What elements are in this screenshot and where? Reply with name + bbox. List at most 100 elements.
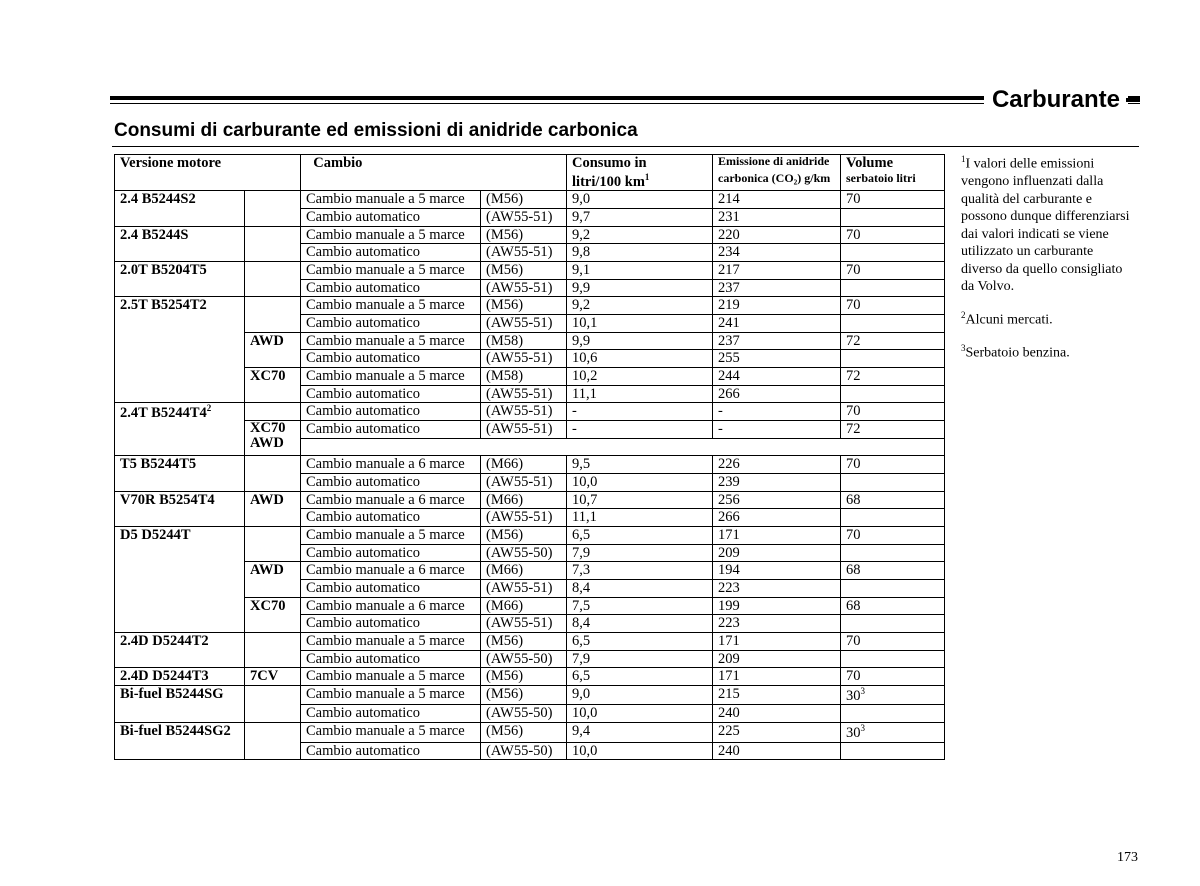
table-row: 2.4 B5244S2Cambio manuale a 5 marce(M56)… <box>115 191 945 209</box>
engine-cell: 2.0T B5204T5 <box>115 261 245 296</box>
engine-cell: D5 D5244T <box>115 526 245 632</box>
th-co2: Emissione di anidride <box>713 155 841 172</box>
co2-cell: - <box>713 420 841 438</box>
tank-cell: 70 <box>841 526 945 544</box>
blank-cell <box>301 438 945 456</box>
variant-cell <box>245 526 301 561</box>
tank-cell <box>841 650 945 668</box>
gearbox-cell: Cambio manuale a 5 marce <box>301 226 481 244</box>
gearbox-cell: Cambio automatico <box>301 742 481 760</box>
gearbox-code-cell: (M66) <box>481 597 567 615</box>
footnotes: 1I valori delle emissioni vengono influe… <box>961 154 1133 376</box>
gearbox-cell: Cambio manuale a 5 marce <box>301 367 481 385</box>
table-row: 2.4D D5244T37CVCambio manuale a 5 marce(… <box>115 668 945 686</box>
tank-cell <box>841 279 945 297</box>
gearbox-cell: Cambio automatico <box>301 279 481 297</box>
tank-cell: 72 <box>841 332 945 350</box>
variant-cell: 7CV <box>245 668 301 686</box>
gearbox-code-cell: (M56) <box>481 261 567 279</box>
variant-cell <box>245 723 301 760</box>
gearbox-code-cell: (M58) <box>481 332 567 350</box>
tank-cell: 303 <box>841 723 945 743</box>
content-row: Versione motore Cambio Consumo in Emissi… <box>114 154 1138 760</box>
engine-cell: Bi-fuel B5244SG <box>115 685 245 722</box>
engine-cell: 2.5T B5254T2 <box>115 297 245 403</box>
co2-cell: 237 <box>713 279 841 297</box>
variant-cell: XC70 <box>245 597 301 632</box>
gearbox-code-cell: (M66) <box>481 562 567 580</box>
gearbox-code-cell: (AW55-51) <box>481 615 567 633</box>
co2-cell: 239 <box>713 473 841 491</box>
co2-cell: 220 <box>713 226 841 244</box>
th-engine: Versione motore <box>115 155 301 172</box>
gearbox-cell: Cambio automatico <box>301 208 481 226</box>
tank-cell: 72 <box>841 367 945 385</box>
consumo-cell: 9,7 <box>567 208 713 226</box>
co2-cell: 199 <box>713 597 841 615</box>
consumo-cell: 10,1 <box>567 314 713 332</box>
table-row: V70R B5254T4AWDCambio manuale a 6 marce(… <box>115 491 945 509</box>
gearbox-code-cell: (AW55-51) <box>481 579 567 597</box>
engine-cell: V70R B5254T4 <box>115 491 245 526</box>
gearbox-code-cell: (AW55-51) <box>481 279 567 297</box>
tank-cell <box>841 385 945 403</box>
consumo-cell: 10,7 <box>567 491 713 509</box>
gearbox-cell: Cambio automatico <box>301 244 481 262</box>
gearbox-cell: Cambio automatico <box>301 350 481 368</box>
gearbox-code-cell: (AW55-50) <box>481 705 567 723</box>
tank-cell: 70 <box>841 632 945 650</box>
gearbox-code-cell: (AW55-51) <box>481 473 567 491</box>
consumo-cell: 8,4 <box>567 579 713 597</box>
gearbox-cell: Cambio manuale a 5 marce <box>301 723 481 743</box>
tank-cell: 72 <box>841 420 945 438</box>
gearbox-cell: Cambio manuale a 6 marce <box>301 597 481 615</box>
gearbox-code-cell: (AW55-51) <box>481 385 567 403</box>
footnote-3: 3Serbatoio benzina. <box>961 343 1133 362</box>
consumo-cell: 10,0 <box>567 742 713 760</box>
consumo-cell: 9,4 <box>567 723 713 743</box>
tank-cell <box>841 244 945 262</box>
gearbox-cell: Cambio manuale a 5 marce <box>301 191 481 209</box>
consumo-cell: 6,5 <box>567 668 713 686</box>
co2-cell: 223 <box>713 615 841 633</box>
variant-cell <box>245 403 301 421</box>
tank-cell: 70 <box>841 456 945 474</box>
variant-cell <box>245 261 301 296</box>
variant-cell <box>245 226 301 261</box>
gearbox-code-cell: (AW55-51) <box>481 244 567 262</box>
th-co2-2: carbonica (CO₂) g/km <box>713 172 841 191</box>
engine-cell: 2.4D D5244T2 <box>115 632 245 667</box>
consumo-cell: 7,5 <box>567 597 713 615</box>
variant-cell: XC70 AWD <box>245 420 301 455</box>
variant-cell <box>245 685 301 722</box>
table-row: 2.4T B5244T42Cambio automatico(AW55-51)-… <box>115 403 945 421</box>
consumo-cell: 9,0 <box>567 685 713 705</box>
co2-cell: 241 <box>713 314 841 332</box>
consumo-cell: 9,8 <box>567 244 713 262</box>
consumo-cell: 7,9 <box>567 544 713 562</box>
tank-cell: 303 <box>841 685 945 705</box>
co2-cell: 231 <box>713 208 841 226</box>
engine-cell: 2.4T B5244T42 <box>115 403 245 456</box>
gearbox-code-cell: (M56) <box>481 297 567 315</box>
variant-cell <box>245 297 301 332</box>
consumo-cell: 11,1 <box>567 385 713 403</box>
co2-cell: 240 <box>713 705 841 723</box>
consumo-cell: 9,5 <box>567 456 713 474</box>
co2-cell: 171 <box>713 526 841 544</box>
tank-cell <box>841 579 945 597</box>
tank-cell: 70 <box>841 403 945 421</box>
th-gearbox: Cambio <box>301 155 567 172</box>
tank-cell <box>841 544 945 562</box>
title-dash <box>1126 98 1140 102</box>
gearbox-cell: Cambio automatico <box>301 544 481 562</box>
table-row: 2.4 B5244SCambio manuale a 5 marce(M56)9… <box>115 226 945 244</box>
gearbox-cell: Cambio manuale a 6 marce <box>301 456 481 474</box>
tank-cell <box>841 509 945 527</box>
tank-cell <box>841 350 945 368</box>
consumo-cell: 10,6 <box>567 350 713 368</box>
co2-cell: 209 <box>713 544 841 562</box>
consumo-cell: 11,1 <box>567 509 713 527</box>
variant-cell <box>245 456 301 491</box>
footnote-2: 2Alcuni mercati. <box>961 310 1133 329</box>
